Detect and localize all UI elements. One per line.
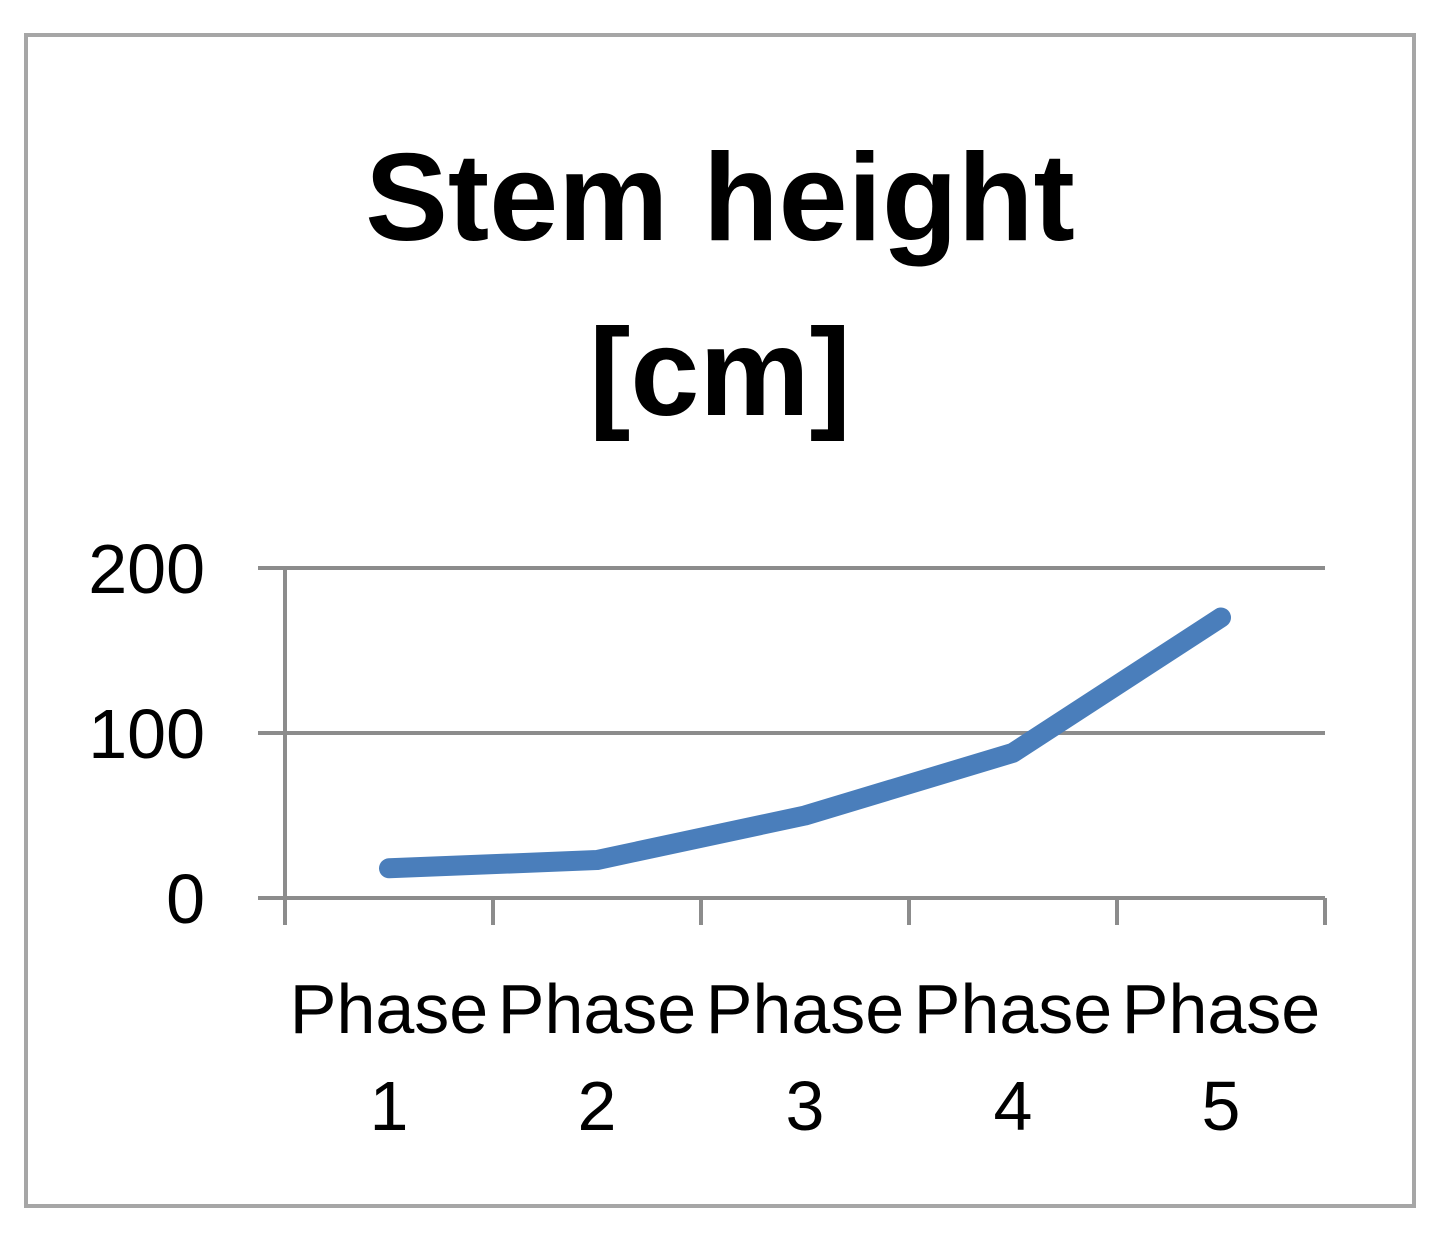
x-tick-label-2-line-2: 2 (578, 1067, 617, 1145)
data-point-1-5 (1220, 617, 1222, 619)
series (379, 607, 1231, 879)
x-tick-label-4-line-1: Phase (914, 970, 1112, 1048)
data-point-1-4 (1012, 752, 1014, 754)
y-tick-label-200: 200 (88, 530, 205, 608)
x-tick-label-1: Phase 1 (290, 970, 488, 1145)
x-tick-labels: Phase 1 Phase 2 Phase 3 Phase 4 Phase 5 (290, 970, 1320, 1145)
axes (258, 568, 1327, 925)
x-tick-label-3-line-2: 3 (786, 1067, 825, 1145)
x-tick-label-5-line-2: 5 (1202, 1067, 1241, 1145)
x-tick-label-1-line-2: 1 (370, 1067, 409, 1145)
x-tick-label-3-line-1: Phase (706, 970, 904, 1048)
x-tick-label-1-line-1: Phase (290, 970, 488, 1048)
gridlines (258, 566, 1325, 735)
chart-title: Stem height [cm] (365, 129, 1075, 442)
chart-title-line-1: Stem height (365, 129, 1075, 267)
x-tick-label-2: Phase 2 (498, 970, 696, 1145)
x-tick-label-4: Phase 4 (914, 970, 1112, 1145)
series-line-1 (379, 607, 1231, 879)
data-point-1-1 (388, 867, 390, 869)
x-tick-label-2-line-1: Phase (498, 970, 696, 1048)
y-tick-label-100: 100 (88, 695, 205, 773)
x-tick-label-3: Phase 3 (706, 970, 904, 1145)
x-tick-label-4-line-2: 4 (994, 1067, 1033, 1145)
chart-frame (24, 33, 1416, 1208)
x-tick-label-5-line-1: Phase (1122, 970, 1320, 1048)
y-tick-label-0: 0 (166, 860, 205, 938)
chart-title-line-2: [cm] (589, 304, 851, 442)
x-tick-label-5: Phase 5 (1122, 970, 1320, 1145)
data-point-1-2 (596, 859, 598, 861)
data-point-1-3 (804, 815, 806, 817)
y-tick-labels: 0 100 200 (88, 530, 205, 938)
